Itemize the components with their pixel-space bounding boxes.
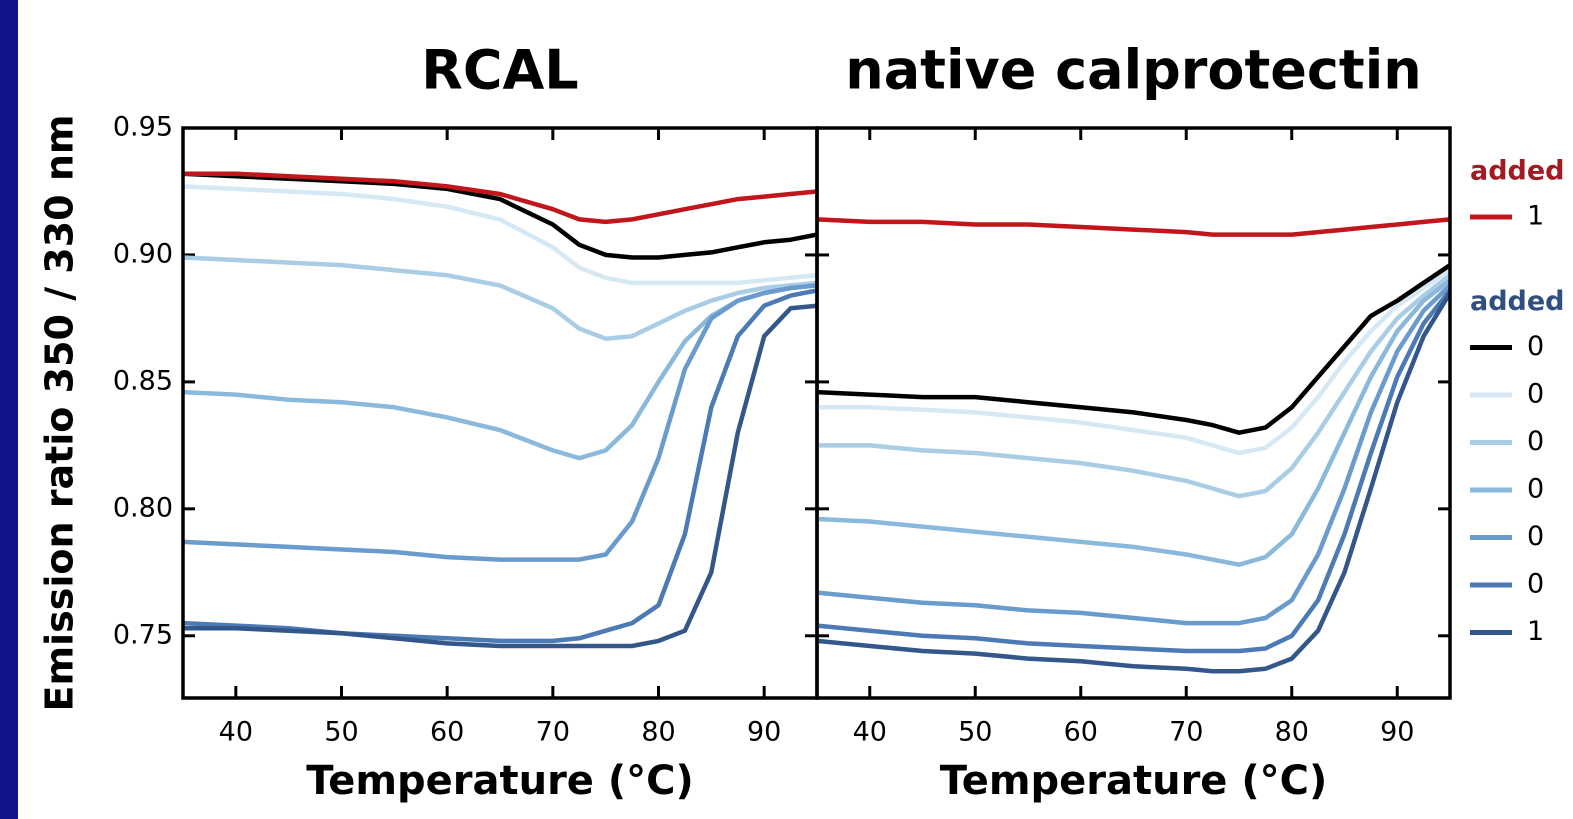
legend-title: added	[1470, 156, 1565, 187]
data-line	[183, 184, 817, 286]
y-axis-label: Emission ratio 350 / 330 nm	[38, 115, 82, 712]
x-tick-label: 60	[1064, 717, 1098, 748]
x-tick-label: 80	[1275, 717, 1309, 748]
legend-label: 0	[1527, 569, 1544, 600]
y-tick-label: 0.75	[113, 619, 173, 650]
y-tick-label: 0.95	[113, 112, 173, 143]
legend-title: added	[1470, 286, 1565, 317]
x-tick-label: 90	[1380, 717, 1414, 748]
legend-label: 0	[1527, 379, 1544, 410]
legend-label: 1	[1527, 616, 1544, 647]
data-line	[183, 171, 817, 225]
side-stripe	[0, 0, 18, 819]
data-line	[183, 303, 817, 649]
x-tick-label: 40	[219, 717, 253, 748]
panel-title: native calprotectin	[845, 39, 1421, 102]
panel-title: RCAL	[421, 39, 578, 102]
x-tick-label: 50	[324, 717, 358, 748]
data-line	[817, 289, 1450, 654]
data-line	[183, 255, 817, 341]
legend-label: 0	[1527, 331, 1544, 362]
x-tick-label: 90	[747, 717, 781, 748]
data-line	[817, 283, 1450, 626]
data-line	[817, 273, 1450, 499]
data-line	[817, 291, 1450, 674]
legend-label: 0	[1527, 426, 1544, 457]
data-line	[817, 278, 1450, 567]
y-tick-label: 0.85	[113, 365, 173, 396]
x-tick-label: 70	[1169, 717, 1203, 748]
data-line	[183, 288, 817, 644]
data-line	[817, 217, 1450, 237]
legend-label: 0	[1527, 474, 1544, 505]
x-tick-label: 40	[853, 717, 887, 748]
legend-label: 1	[1527, 201, 1544, 232]
plot-frame	[181, 126, 819, 700]
x-tick-label: 50	[958, 717, 992, 748]
data-line	[183, 283, 817, 562]
x-tick-label: 60	[430, 717, 464, 748]
x-axis-label: Temperature (°C)	[940, 758, 1328, 804]
y-tick-label: 0.80	[113, 492, 173, 523]
x-axis-label: Temperature (°C)	[306, 758, 694, 804]
x-tick-label: 70	[536, 717, 570, 748]
data-line	[817, 263, 1450, 435]
plot-frame	[815, 126, 1452, 700]
data-line	[817, 268, 1450, 456]
x-tick-label: 80	[641, 717, 675, 748]
data-line	[183, 171, 817, 260]
legend-label: 0	[1527, 521, 1544, 552]
y-tick-label: 0.90	[113, 238, 173, 269]
